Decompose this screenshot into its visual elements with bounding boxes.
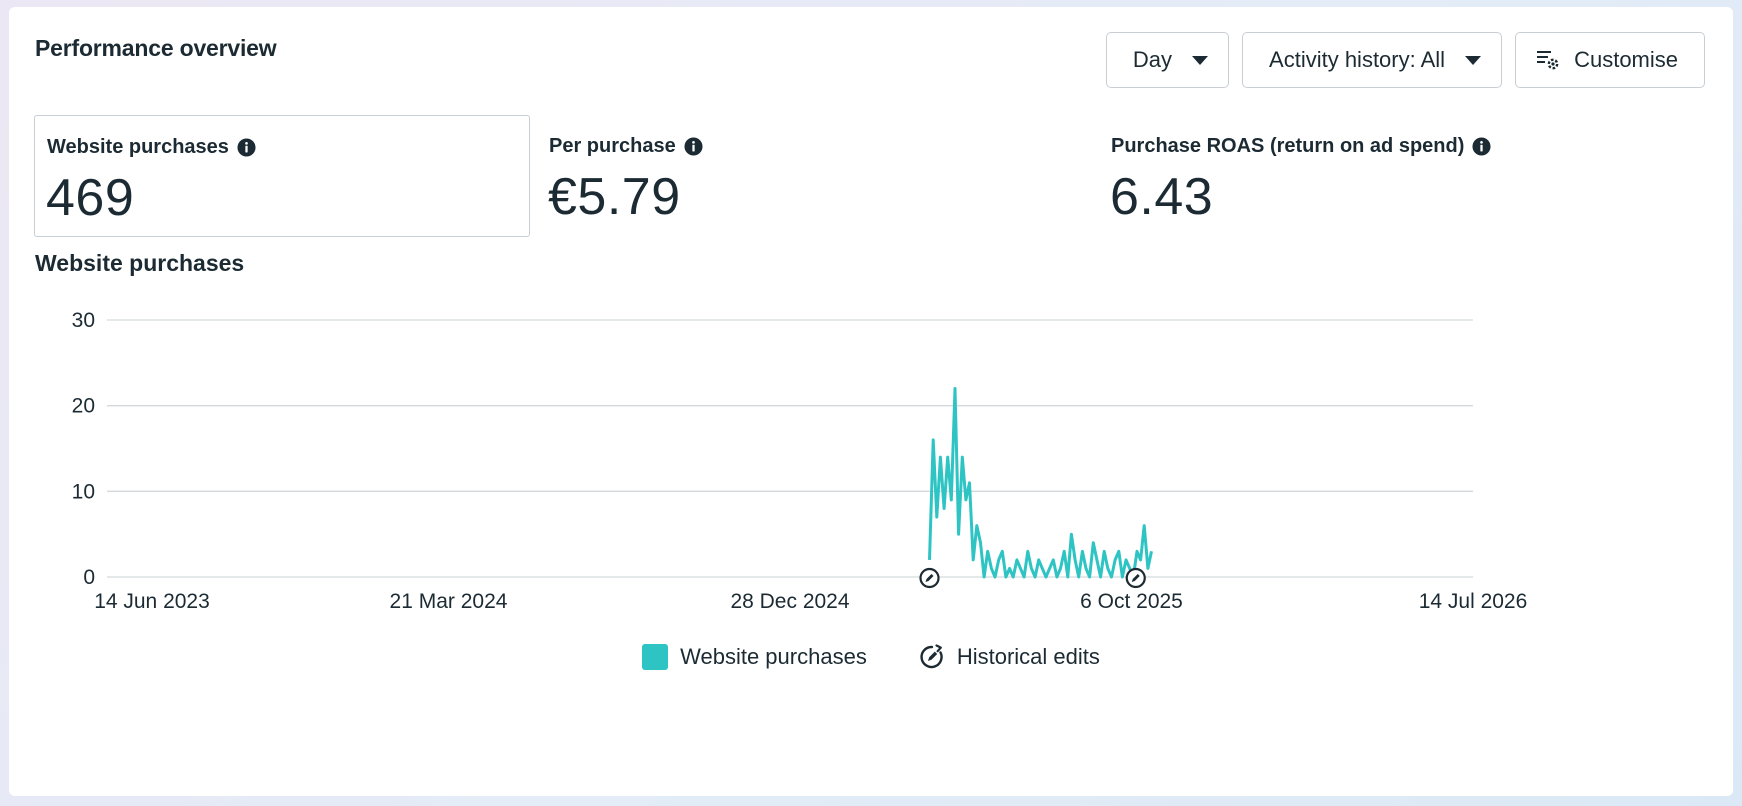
activity-history-label: Activity history: All (1269, 47, 1446, 72)
caret-down-icon (1192, 55, 1209, 65)
metric-value: €5.79 (548, 168, 681, 226)
caret-down-icon (1465, 55, 1482, 65)
performance-overview-card: Performance overview Day Activity histor… (9, 7, 1733, 796)
y-tick-label: 0 (83, 566, 95, 589)
metric-purchase-roas[interactable]: Purchase ROAS (return on ad spend) 6.43 (1099, 115, 1659, 237)
metric-label: Website purchases (47, 136, 229, 158)
x-tick-label: 6 Oct 2025 (1080, 590, 1183, 613)
metric-label-container: Website purchases (47, 136, 256, 159)
info-icon[interactable] (1472, 137, 1491, 156)
toolbar: Day Activity history: All Customise (1105, 32, 1705, 88)
series-line (928, 387, 1153, 579)
legend-item-historical-edits[interactable]: Historical edits (919, 644, 1100, 670)
x-tick-label: 21 Mar 2024 (390, 590, 508, 613)
historical-edits-icon (920, 644, 943, 669)
legend-label: Website purchases (680, 644, 867, 669)
metric-per-purchase[interactable]: Per purchase €5.79 (537, 115, 1033, 237)
y-tick-label: 20 (72, 395, 95, 418)
legend-item-website-purchases[interactable]: Website purchases (642, 644, 867, 670)
metric-label: Purchase ROAS (return on ad spend) (1111, 135, 1465, 157)
metric-website-purchases[interactable]: Website purchases 469 (34, 115, 530, 237)
y-tick-label: 30 (72, 309, 95, 332)
legend-swatch (642, 644, 669, 670)
legend-label: Historical edits (956, 644, 1100, 669)
historical-edit-marker[interactable] (1125, 567, 1146, 589)
info-icon[interactable] (237, 138, 256, 157)
day-dropdown[interactable]: Day (1105, 32, 1230, 88)
info-icon[interactable] (684, 137, 703, 156)
chart-legend: Website purchases Historical edits (9, 644, 1733, 670)
website-purchases-chart: 0 10 20 30 14 Jun 2023 21 Mar 2024 28 Dec 2024… (72, 309, 1528, 613)
customise-label: Customise (1574, 47, 1678, 72)
customise-settings-icon (1537, 51, 1559, 70)
metric-value: 6.43 (1110, 168, 1214, 226)
metric-value: 469 (46, 169, 135, 227)
activity-history-dropdown[interactable]: Activity history: All (1242, 32, 1503, 88)
page-title: Performance overview (35, 35, 277, 61)
metric-label-container: Purchase ROAS (return on ad spend) (1111, 135, 1491, 158)
metric-label-container: Per purchase (549, 135, 703, 158)
historical-edit-marker[interactable] (919, 567, 940, 589)
day-dropdown-label: Day (1132, 47, 1173, 72)
x-tick-label: 14 Jun 2023 (94, 590, 210, 613)
customise-button[interactable]: Customise (1515, 32, 1705, 88)
x-tick-label: 28 Dec 2024 (730, 590, 849, 613)
y-tick-label: 10 (72, 480, 95, 503)
metric-label: Per purchase (549, 135, 676, 157)
x-tick-label: 14 Jul 2026 (1419, 590, 1528, 613)
chart-title: Website purchases (35, 250, 245, 276)
